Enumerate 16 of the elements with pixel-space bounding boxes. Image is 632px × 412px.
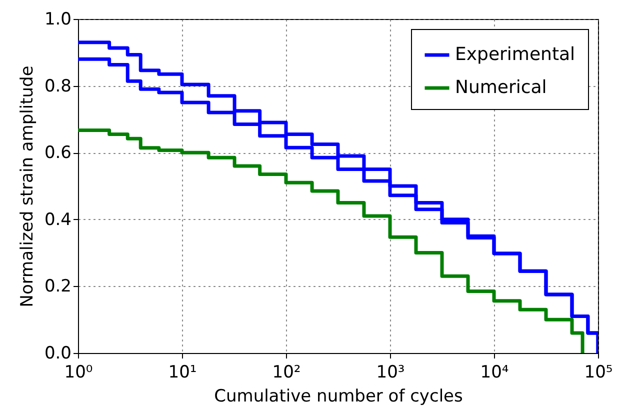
x-tick-label: 10² xyxy=(272,362,301,382)
y-tick-label: 0.8 xyxy=(44,76,72,96)
x-tick-label: 10³ xyxy=(376,362,405,382)
y-tick-label: 0.4 xyxy=(44,210,72,230)
legend-label: Experimental xyxy=(455,44,576,65)
y-tick-label: 0.2 xyxy=(44,276,72,297)
legend-label: Numerical xyxy=(455,77,547,98)
y-tick-label: 0.0 xyxy=(44,344,72,364)
x-tick-label: 10⁴ xyxy=(480,362,509,382)
x-tick-label: 10⁰ xyxy=(64,362,93,382)
x-tick-label: 10⁵ xyxy=(584,362,613,382)
x-axis-title: Cumulative number of cycles xyxy=(214,386,464,406)
y-tick-label: 1.0 xyxy=(44,10,72,30)
x-tick-label: 10¹ xyxy=(168,362,197,382)
y-tick-label: 0.6 xyxy=(44,143,72,164)
y-axis-title: Normalized strain amplitude xyxy=(17,66,38,308)
